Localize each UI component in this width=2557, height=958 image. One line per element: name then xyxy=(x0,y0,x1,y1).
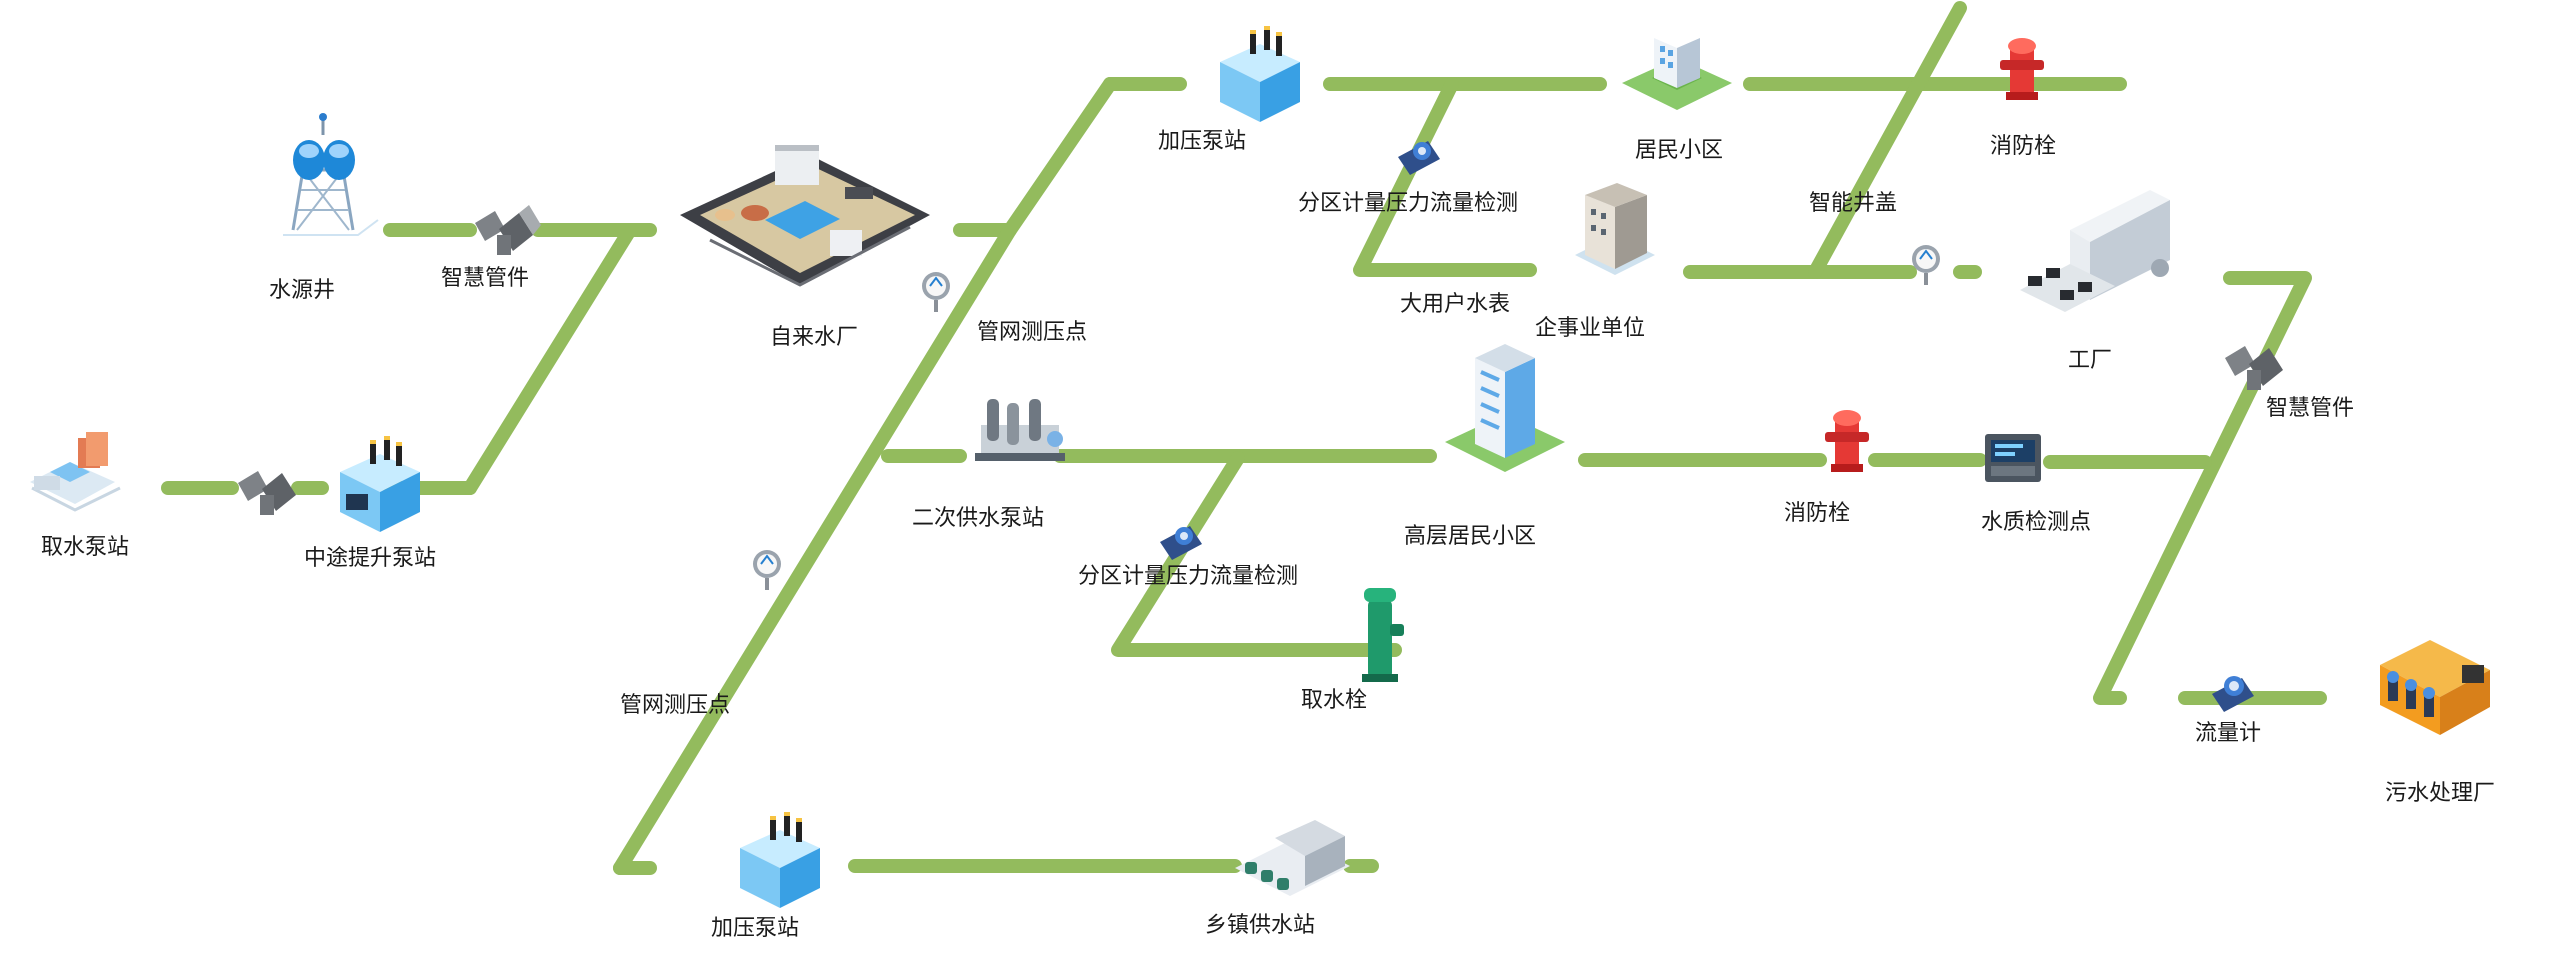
office-building-icon[interactable] xyxy=(1575,183,1655,275)
pressure-gauge-icon[interactable] xyxy=(753,550,781,590)
pipe-segment xyxy=(613,77,1117,875)
water-quality-analyzer-icon[interactable] xyxy=(1985,434,2041,482)
water-plant-icon[interactable] xyxy=(680,145,930,287)
pressure-point-label: 管网测压点 xyxy=(976,320,1088,345)
smart-pipe-fitting-icon[interactable] xyxy=(475,205,541,255)
booster-building-icon[interactable] xyxy=(1220,26,1300,122)
factory-icon[interactable] xyxy=(2020,190,2170,312)
water-quality-label: 水质检测点 xyxy=(1980,510,2092,535)
intake-pump-station-label: 取水泵站 xyxy=(40,535,130,560)
flow-meter-valve-icon[interactable] xyxy=(2212,676,2254,712)
intake-hydrant-label: 取水栓 xyxy=(1300,688,1368,713)
secondary-pump-icon[interactable] xyxy=(975,399,1065,461)
fire-hydrant-icon[interactable] xyxy=(2000,38,2044,100)
flow-meter-valve-icon[interactable] xyxy=(1160,526,1202,560)
pipe-network xyxy=(161,1,2327,875)
waterworks-label: 自来水厂 xyxy=(769,325,859,350)
zone-meter-label: 分区计量压力流量检测 xyxy=(1077,564,1299,589)
large-user-meter-label: 大用户水表 xyxy=(1399,292,1511,317)
flow-meter-valve-icon[interactable] xyxy=(1398,141,1440,175)
residential-label: 居民小区 xyxy=(1634,138,1724,163)
factory-label: 工厂 xyxy=(2067,348,2113,373)
zone-meter-label: 分区计量压力流量检测 xyxy=(1297,191,1519,216)
township-station-icon[interactable] xyxy=(1235,820,1350,896)
midway-booster-label: 中途提升泵站 xyxy=(303,546,437,571)
township-station-label: 乡镇供水站 xyxy=(1204,913,1316,938)
smart-pipe-label: 智慧管件 xyxy=(440,266,530,291)
smart-pipe-fitting-icon[interactable] xyxy=(238,471,296,515)
highrise-icon[interactable] xyxy=(1445,344,1565,472)
secondary-pump-label: 二次供水泵站 xyxy=(911,506,1045,531)
smart-pipe-fitting-icon[interactable] xyxy=(2225,346,2283,390)
booster-building-icon[interactable] xyxy=(740,812,820,908)
pipe-segment xyxy=(2093,271,2312,705)
highrise-label: 高层居民小区 xyxy=(1403,524,1537,549)
flow-meter-label: 流量计 xyxy=(2194,721,2262,746)
sewage-plant-icon[interactable] xyxy=(2380,640,2490,735)
smart-pipe-label: 智慧管件 xyxy=(2265,396,2355,421)
pipe-segment xyxy=(1808,1,1967,279)
pressure-point-label: 管网测压点 xyxy=(619,693,731,718)
pipe-segment xyxy=(1353,77,1537,277)
intake-hydrant-icon[interactable] xyxy=(1362,588,1404,682)
booster-station-label: 加压泵站 xyxy=(1157,129,1247,154)
pipe-segment xyxy=(463,223,637,495)
pump-station-icon[interactable] xyxy=(30,432,121,512)
hydrant-label: 消防栓 xyxy=(1989,134,2057,159)
residential-building-icon[interactable] xyxy=(1622,38,1732,110)
pressure-gauge-icon[interactable] xyxy=(1912,245,1940,285)
smart-manhole-label: 智能井盖 xyxy=(1808,191,1898,216)
pipe-segment xyxy=(1111,451,1402,657)
sewage-plant-label: 污水处理厂 xyxy=(2384,781,2496,806)
pressure-gauge-icon[interactable] xyxy=(922,272,950,312)
water-tower-icon[interactable] xyxy=(283,113,379,236)
booster-station-label: 加压泵站 xyxy=(710,916,800,941)
hydrant-label: 消防栓 xyxy=(1783,501,1851,526)
water-source-well-label: 水源井 xyxy=(268,278,336,303)
enterprise-label: 企事业单位 xyxy=(1534,316,1646,341)
fire-hydrant-icon[interactable] xyxy=(1825,410,1869,472)
booster-building-icon[interactable] xyxy=(340,436,420,532)
